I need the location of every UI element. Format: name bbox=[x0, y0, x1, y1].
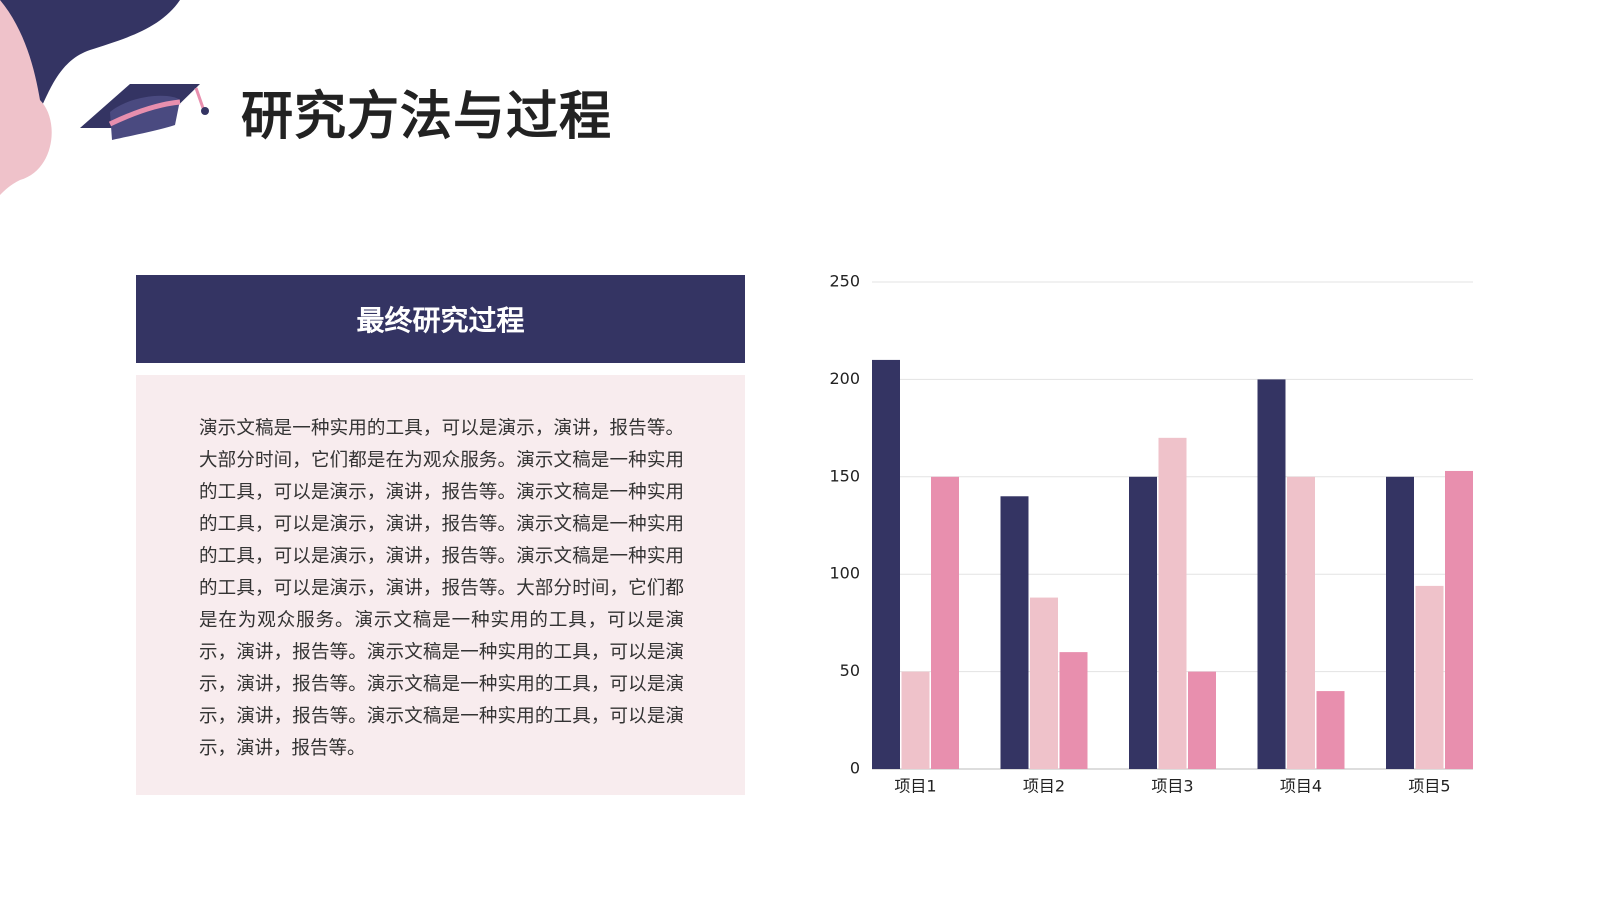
bar bbox=[1287, 476, 1315, 769]
slide-title: 研究方法与过程 bbox=[241, 87, 613, 147]
bar bbox=[1415, 585, 1444, 769]
bar bbox=[1158, 437, 1187, 769]
bar bbox=[872, 359, 900, 769]
panel-body: 演示文稿是一种实用的工具，可以是演示，演讲，报告等。大部分时间，它们都是在为观众… bbox=[199, 418, 684, 759]
x-tick-label: 项目4 bbox=[1280, 777, 1322, 796]
bar bbox=[1188, 671, 1216, 769]
bar bbox=[1316, 691, 1345, 769]
bar bbox=[1257, 379, 1286, 769]
x-tick-label: 项目1 bbox=[894, 777, 936, 796]
bar bbox=[1386, 476, 1414, 769]
decoration bbox=[0, 0, 209, 195]
bar bbox=[1030, 597, 1058, 769]
y-tick-label: 50 bbox=[840, 661, 860, 680]
bar bbox=[1059, 652, 1088, 769]
bar bbox=[901, 671, 930, 769]
text-panel: 演示文稿是一种实用的工具，可以是演示，演讲，报告等。大部分时间，它们都是在为观众… bbox=[136, 375, 745, 795]
bar bbox=[1000, 496, 1029, 769]
y-tick-label: 200 bbox=[829, 369, 860, 388]
bar bbox=[1129, 476, 1157, 769]
y-tick-label: 0 bbox=[850, 759, 860, 778]
bar bbox=[1445, 470, 1473, 769]
x-tick-label: 项目5 bbox=[1408, 777, 1450, 796]
x-tick-label: 项目3 bbox=[1151, 777, 1193, 796]
bar bbox=[931, 476, 959, 769]
y-tick-label: 100 bbox=[829, 564, 860, 583]
y-tick-label: 250 bbox=[829, 272, 860, 291]
y-tick-label: 150 bbox=[829, 466, 860, 485]
x-tick-label: 项目2 bbox=[1023, 777, 1065, 796]
panel-heading: 最终研究过程 bbox=[136, 275, 745, 363]
